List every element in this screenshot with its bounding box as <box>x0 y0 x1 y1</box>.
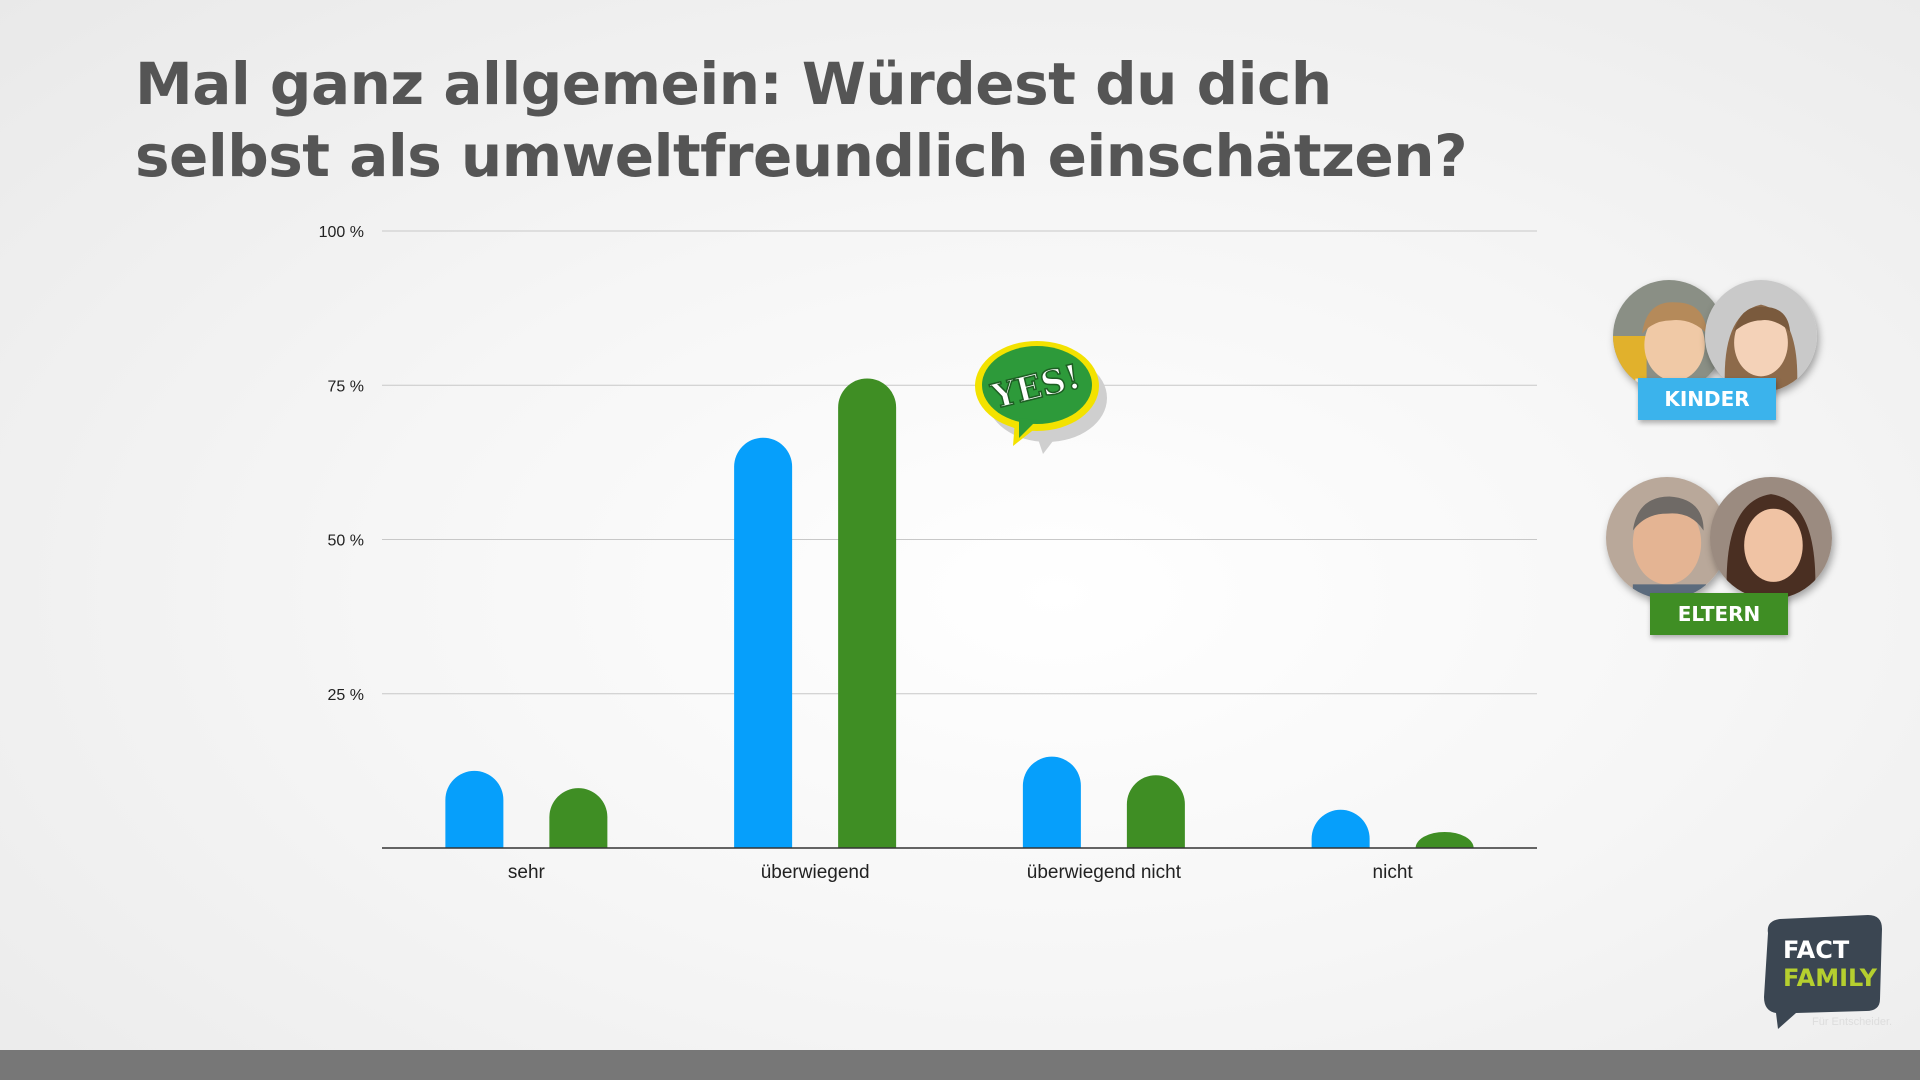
x-tick-label: überwiegend nicht <box>1027 862 1182 883</box>
y-tick-label: 50 % <box>328 533 364 550</box>
x-tick-label: nicht <box>1373 862 1414 883</box>
bar-eltern-2 <box>838 378 897 848</box>
fact-family-logo-icon <box>1764 915 1882 1029</box>
logo-line-fact: FACT <box>1783 936 1850 964</box>
girl-photo-icon <box>1705 280 1817 392</box>
page-title: Mal ganz allgemein: Würdest du dich selb… <box>135 50 1468 190</box>
y-tick-label: 75 % <box>328 378 364 395</box>
legend-label-kinder: KINDER <box>1638 378 1776 420</box>
bar-kinder-2 <box>734 437 793 848</box>
legend-label-eltern: ELTERN <box>1650 593 1788 635</box>
x-tick-label: überwiegend <box>761 862 870 883</box>
bar-kinder-4 <box>1311 809 1370 848</box>
x-tick-label: sehr <box>508 862 546 883</box>
chart-bars <box>445 378 1474 848</box>
logo-line-family: FAMILY <box>1783 964 1877 992</box>
x-axis-ticks: sehr überwiegend überwiegend nicht nicht <box>508 862 1414 883</box>
bar-eltern-4 <box>1415 831 1474 848</box>
logo-text: FACT FAMILY <box>1783 936 1893 992</box>
logo-tagline: Für Entscheider. <box>1812 1016 1893 1028</box>
bar-eltern-1 <box>549 788 608 848</box>
legend-eltern: ELTERN <box>1600 477 1832 637</box>
legend-kinder: KINDER <box>1605 278 1835 438</box>
bar-kinder-3 <box>1022 756 1081 848</box>
footer-bar <box>0 1050 1920 1080</box>
y-tick-label: 100 % <box>319 224 364 241</box>
bar-eltern-3 <box>1126 775 1185 848</box>
chart-grid <box>382 230 1537 695</box>
yes-speech-bubble-icon: YES! <box>975 341 1107 454</box>
mother-photo-icon <box>1710 477 1832 599</box>
y-tick-label: 25 % <box>328 687 364 704</box>
bar-kinder-1 <box>445 770 504 848</box>
y-axis-ticks: 25 % 50 % 75 % 100 % <box>319 224 364 704</box>
